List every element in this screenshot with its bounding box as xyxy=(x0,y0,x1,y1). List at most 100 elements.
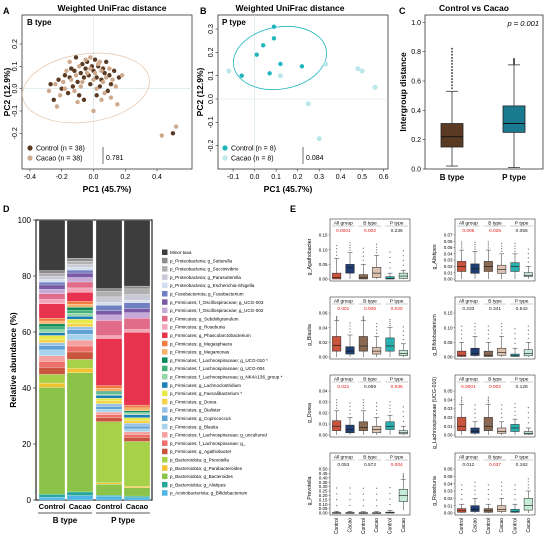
cacao-point xyxy=(113,84,118,89)
cacao-point xyxy=(92,70,98,76)
stack-segment xyxy=(38,361,66,368)
x-category-label: Cacao xyxy=(401,518,407,533)
stack-segment xyxy=(66,272,94,278)
outlier-point xyxy=(362,255,364,257)
stack-segment xyxy=(123,420,151,424)
p-value: 0.055 xyxy=(516,228,528,234)
outlier-point xyxy=(376,487,378,489)
outlier-point xyxy=(514,333,516,335)
outlier-point xyxy=(501,485,503,487)
stack-segment xyxy=(95,495,123,497)
subplot-y-label: g_Blautia xyxy=(307,324,313,346)
stack-segment xyxy=(66,372,94,493)
outlier-point xyxy=(402,334,404,336)
cacao-point xyxy=(62,86,68,91)
stack-segment xyxy=(95,406,123,410)
cacao-point xyxy=(305,101,311,107)
outlier-point xyxy=(349,322,351,324)
cacao-point xyxy=(76,64,82,69)
control-point xyxy=(102,70,107,76)
stack-segment xyxy=(66,345,94,353)
outlier-point xyxy=(376,246,378,248)
stack-segment xyxy=(66,281,94,289)
y-tick-label: 0.07 xyxy=(444,233,453,238)
outlier-point xyxy=(501,326,503,328)
legend-label: Minor taxa xyxy=(170,250,192,255)
p-value: 0.025 xyxy=(489,228,501,234)
outlier-point xyxy=(501,416,503,419)
x-category-label: Control xyxy=(486,518,492,534)
stack-segment xyxy=(38,345,66,351)
x-tick-label: 0.6 xyxy=(379,174,389,181)
panel-d-bars xyxy=(38,219,151,501)
stack-segment xyxy=(95,385,123,389)
panel-a-x-label: PC1 (45.7%) xyxy=(83,184,132,194)
stack-segment xyxy=(66,351,94,360)
outlier-point xyxy=(474,326,476,328)
group-header: B type xyxy=(363,455,377,461)
cacao-point xyxy=(278,73,283,79)
p-value: 0.236 xyxy=(391,228,403,234)
legend-swatch xyxy=(162,307,168,314)
panel-d-group-p: P type xyxy=(111,516,135,525)
panel-d-x-labels: Control Cacao Control Cacao xyxy=(39,502,149,511)
y-tick-label: 20 xyxy=(22,440,31,449)
stack-segment xyxy=(38,219,66,271)
outlier-point xyxy=(336,254,338,256)
outlier-point xyxy=(451,62,453,65)
stack-segment xyxy=(95,417,123,422)
cacao-point xyxy=(69,77,74,82)
outlier-point xyxy=(389,256,391,259)
panel-b-points xyxy=(226,24,378,142)
panel-a-gridlines xyxy=(22,15,192,169)
p-value: 0.0001 xyxy=(336,228,351,234)
outlier-point xyxy=(362,318,364,320)
outlier-point xyxy=(474,332,476,334)
outlier-point xyxy=(487,396,489,398)
x-tick-label: 0.2 xyxy=(293,174,303,181)
stack-segment xyxy=(95,403,123,407)
outlier-point xyxy=(527,333,529,335)
outlier-point xyxy=(474,412,476,414)
cacao-point xyxy=(107,66,112,71)
group-header: All group xyxy=(334,221,353,227)
legend-label: p_Proteobacteria; g_Sutterella xyxy=(170,258,233,263)
subplot-y-label: g_Alistipes xyxy=(432,244,438,269)
y-tick-label: 0.15 xyxy=(319,233,328,238)
outlier-point xyxy=(336,487,338,489)
control-point xyxy=(69,66,74,71)
p-value: 0.037 xyxy=(489,462,501,468)
stack-segment xyxy=(66,339,94,347)
stack-segment xyxy=(95,400,123,404)
outlier-point xyxy=(514,242,516,245)
subplot-frame xyxy=(329,218,411,282)
y-tick-label: 0.00 xyxy=(319,433,328,438)
outlier-point xyxy=(527,484,529,486)
outlier-point xyxy=(451,81,453,84)
stack-segment xyxy=(38,284,66,290)
outlier-point xyxy=(362,505,364,507)
box xyxy=(345,264,355,274)
y-tick-label: 0.06 xyxy=(444,467,453,472)
y-tick-label: 40 xyxy=(22,384,31,393)
box xyxy=(457,417,467,431)
stack-segment xyxy=(95,395,123,399)
outlier-point xyxy=(389,487,391,489)
outlier-point xyxy=(527,487,529,489)
stack-segment xyxy=(38,293,66,300)
stack-segment xyxy=(38,342,66,346)
outlier-point xyxy=(514,248,516,250)
outlier-point xyxy=(349,405,351,408)
cacao-point xyxy=(88,55,93,60)
outlier-point xyxy=(349,325,351,327)
outlier-point xyxy=(402,415,404,418)
stack-segment xyxy=(38,355,66,362)
stack-segment xyxy=(123,414,151,418)
outlier-point xyxy=(451,72,453,75)
outlier-point xyxy=(389,504,391,506)
legend-label: p_Bacteroidota; g_Prevotella xyxy=(170,458,229,463)
outlier-point xyxy=(362,251,364,253)
subplot-y-label: g_Dorea xyxy=(307,403,313,423)
outlier-point xyxy=(336,402,338,404)
stack-segment xyxy=(66,323,94,327)
